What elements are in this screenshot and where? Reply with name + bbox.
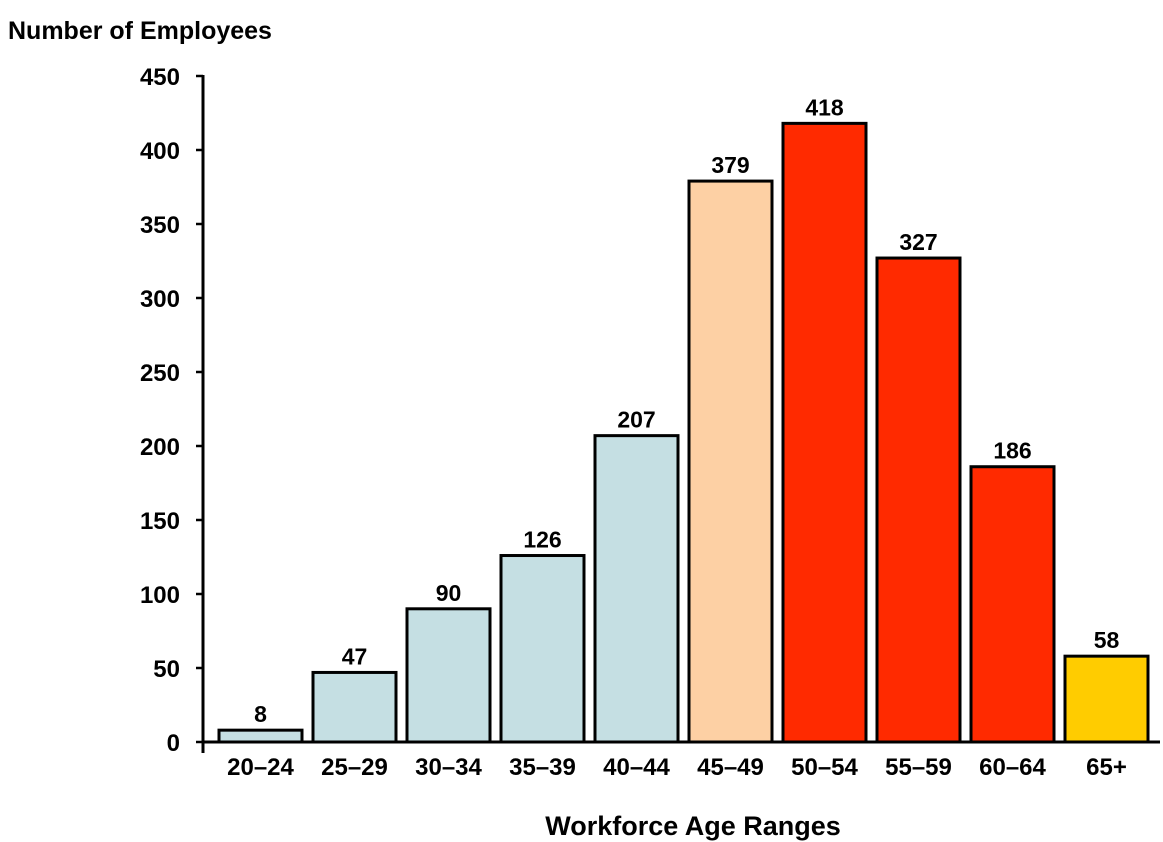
y-axis-ticks: 0 50 100 150 200 250 300 350 400 450 [140, 64, 203, 757]
x-tick-label: 20–24 [227, 754, 294, 781]
x-axis-ticks: 20–24 25–29 30–34 35–39 40–44 45–49 50–54 55–59… [227, 754, 1127, 781]
bar-value-label: 207 [617, 407, 655, 433]
y-tick-label: 400 [140, 138, 180, 165]
bar [499, 554, 586, 744]
y-tick-label: 300 [140, 286, 180, 313]
x-tick-label: 25–29 [321, 754, 388, 781]
x-tick-label: 65+ [1086, 754, 1127, 781]
y-tick-label: 150 [140, 508, 180, 535]
y-tick-label: 50 [153, 656, 180, 683]
y-tick-label: 250 [140, 360, 180, 387]
x-tick-label: 55–59 [885, 754, 952, 781]
bar-value-label: 47 [342, 643, 368, 669]
bar [593, 434, 680, 744]
y-tick-label: 200 [140, 434, 180, 461]
bar-value-label: 186 [993, 438, 1031, 464]
x-tick-label: 35–39 [509, 754, 576, 781]
y-tick-label: 350 [140, 212, 180, 239]
y-tick-label: 100 [140, 582, 180, 609]
bar-value-label: 90 [436, 580, 462, 606]
y-axis-title: Number of Employees [8, 17, 272, 45]
bar [405, 607, 492, 744]
bar [875, 256, 962, 744]
bar-value-label: 58 [1094, 627, 1120, 653]
x-tick-label: 60–64 [979, 754, 1046, 781]
bar [311, 670, 398, 744]
bar-value-label: 8 [254, 701, 267, 727]
bar [217, 728, 304, 744]
x-tick-label: 50–54 [791, 754, 858, 781]
x-tick-label: 30–34 [415, 754, 482, 781]
x-tick-label: 45–49 [697, 754, 764, 781]
y-tick-label: 450 [140, 64, 180, 91]
y-tick-label: 0 [167, 730, 180, 757]
bar-value-label: 418 [805, 94, 844, 120]
bar [687, 179, 774, 744]
bar-value-label: 379 [711, 152, 749, 178]
bars [217, 121, 1150, 744]
x-axis-title: Workforce Age Ranges [545, 811, 841, 841]
bar [969, 465, 1056, 744]
bar [1063, 654, 1150, 744]
bar-value-label: 126 [523, 527, 561, 553]
bar [781, 121, 868, 744]
bar-value-label: 327 [899, 229, 937, 255]
x-tick-label: 40–44 [603, 754, 670, 781]
data-labels: 8 47 90 126 207 379 418 327 186 58 [254, 94, 1119, 727]
